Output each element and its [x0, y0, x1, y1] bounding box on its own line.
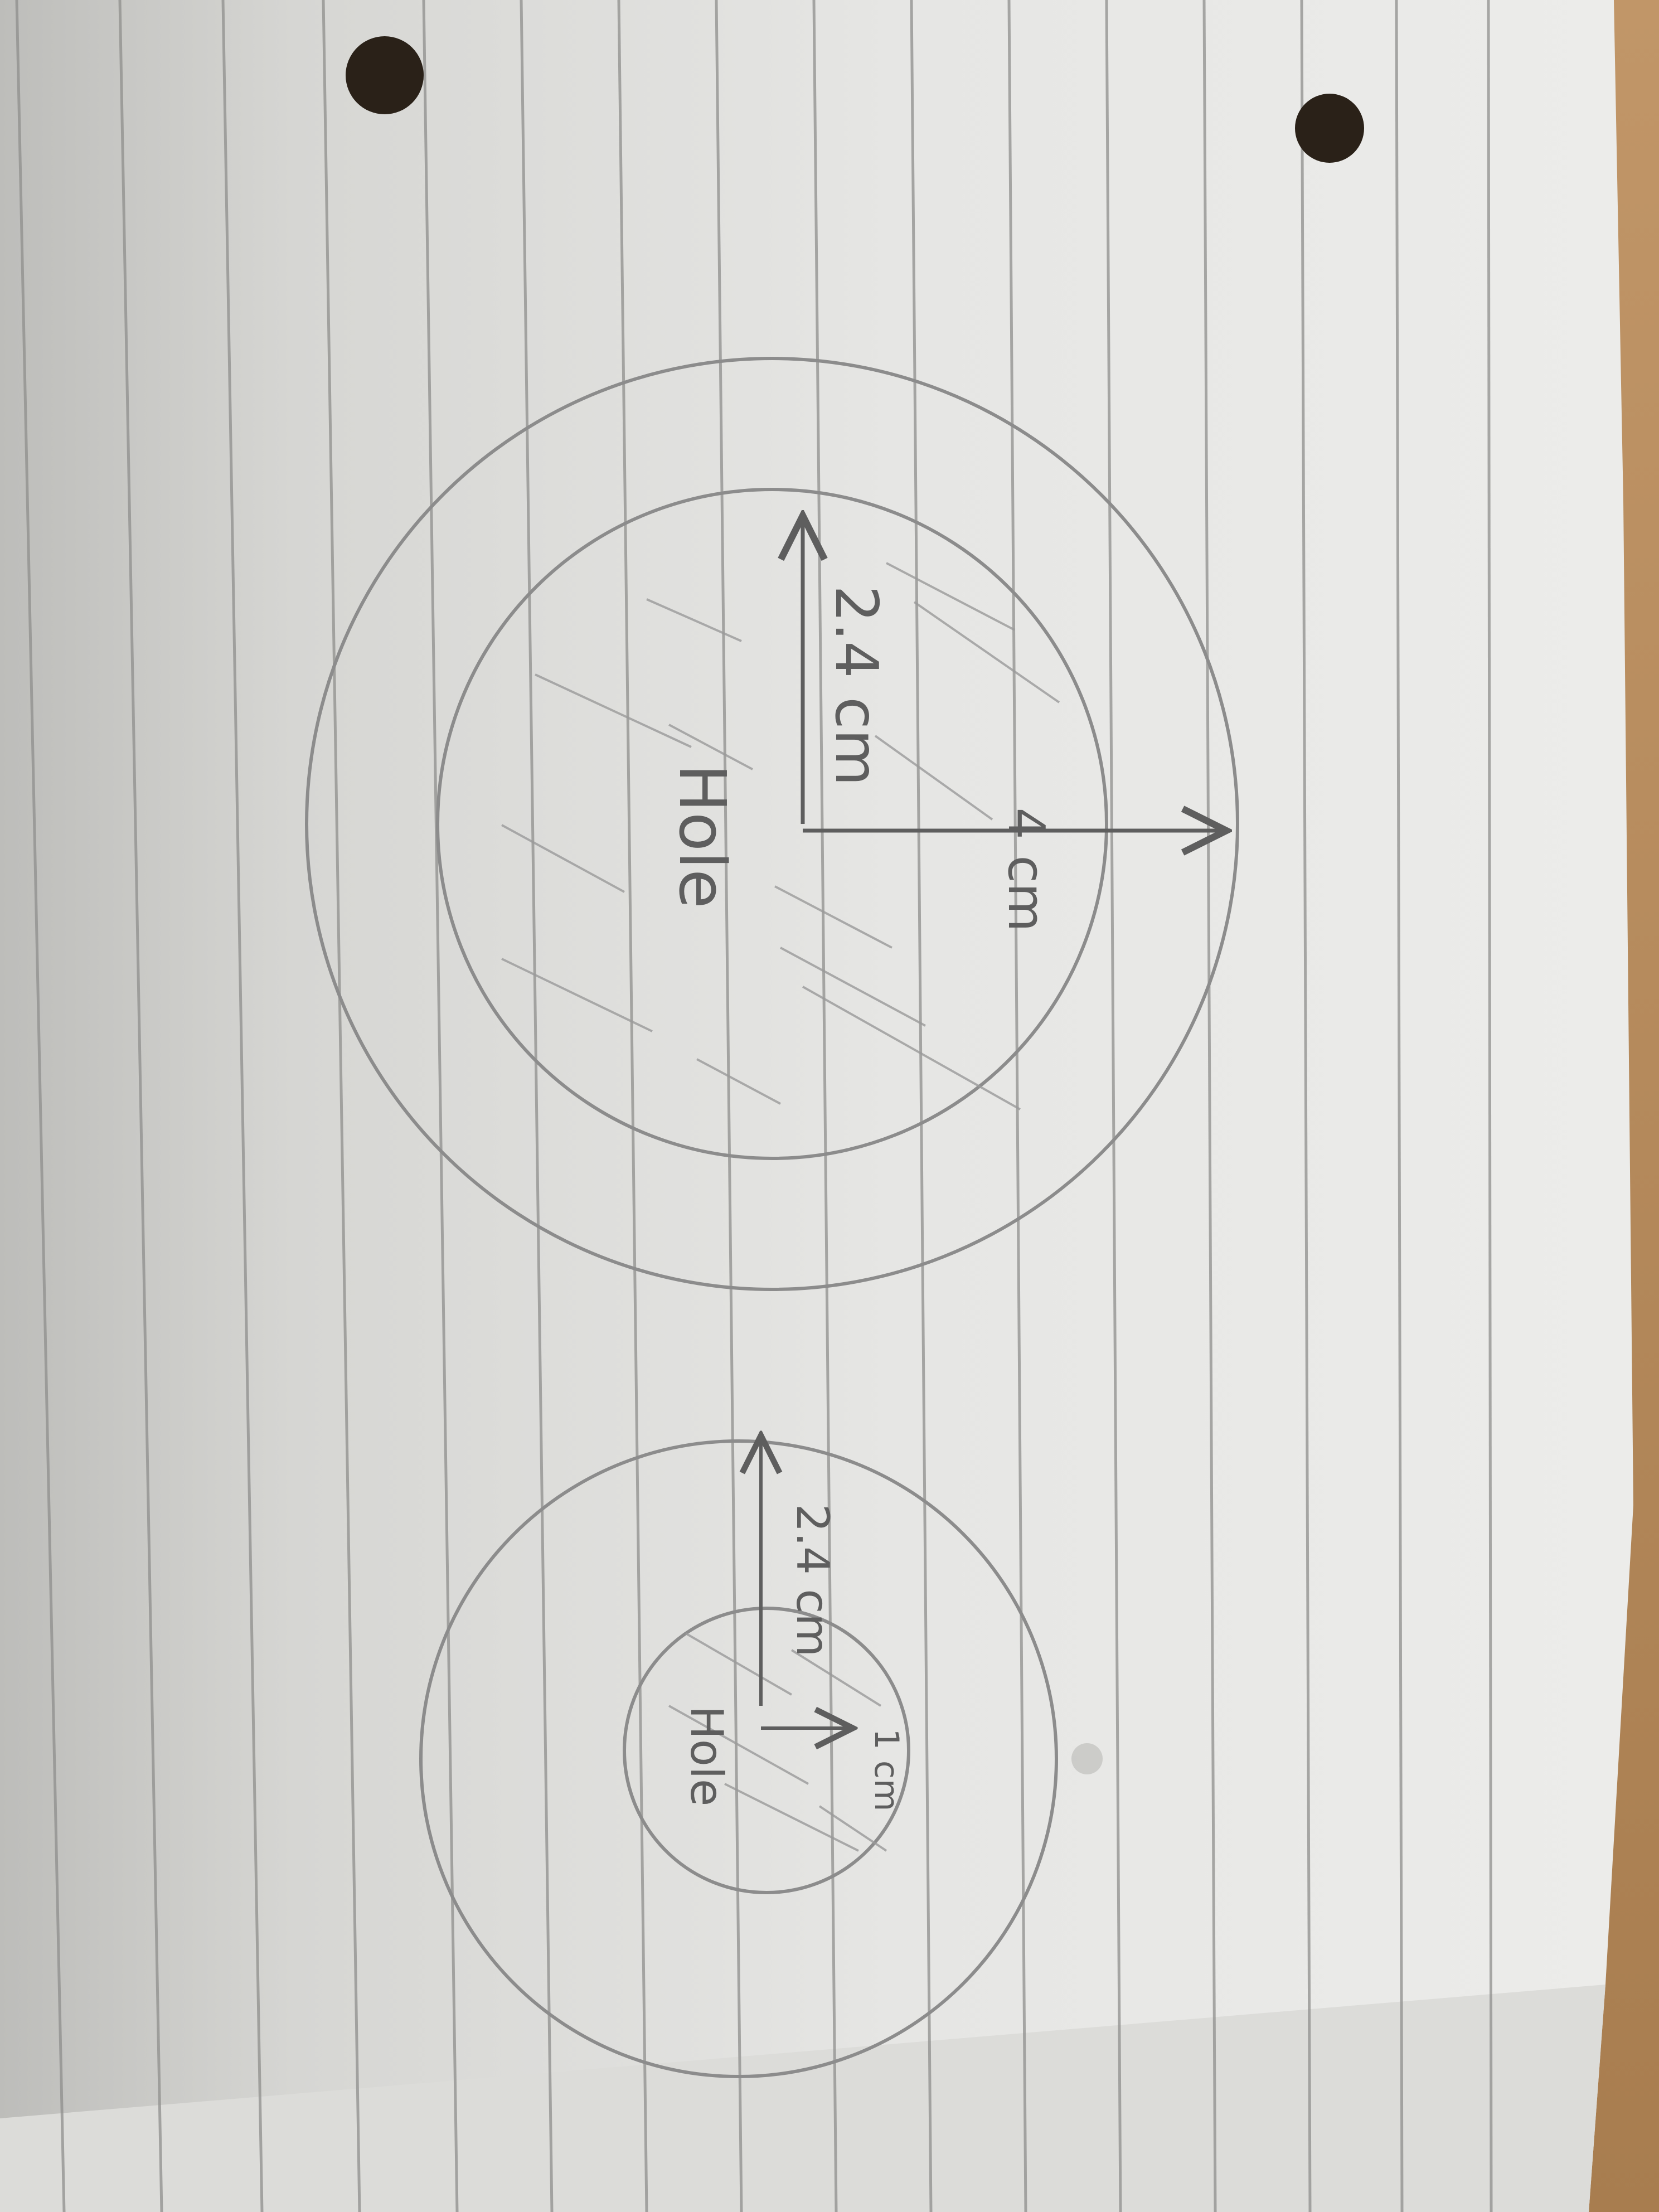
large-inner-circle — [436, 488, 1108, 1160]
smudge — [1071, 1743, 1103, 1774]
hatch-strokes — [501, 562, 1060, 1110]
large-inner-radius-label: 2.4 cm — [822, 585, 890, 786]
hatch-strokes — [668, 1632, 887, 1852]
small-hole-radius-label: 1 cm — [867, 1729, 906, 1812]
small-outer-radius-label: 2.4 cm — [787, 1504, 838, 1657]
large-circle-drawing — [305, 357, 1239, 1291]
ruled-lines — [15, 0, 1493, 2212]
small-circle-drawing — [419, 1435, 1058, 2078]
small-outer-circle — [419, 1439, 1058, 2078]
punch-hole-icon — [346, 36, 424, 114]
punch-hole-icon — [1295, 94, 1364, 163]
small-hole-circle — [623, 1607, 910, 1894]
large-outer-radius-label: 4 cm — [997, 807, 1055, 932]
paper-sheet-under — [0, 1985, 1605, 2212]
small-hole-label: Hole — [681, 1706, 733, 1807]
large-hole-label: Hole — [664, 764, 739, 909]
large-outer-circle — [305, 357, 1239, 1291]
